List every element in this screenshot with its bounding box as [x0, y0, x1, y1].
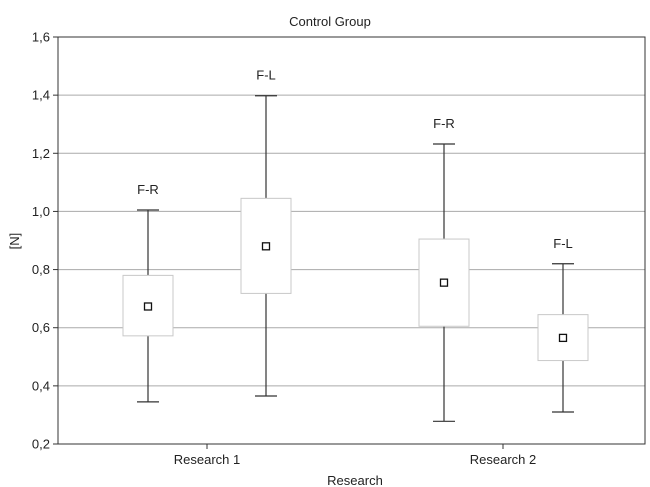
box-label: F-R: [137, 182, 159, 197]
mean-marker: [439, 278, 449, 287]
y-axis-label: [N]: [7, 233, 22, 250]
y-tick-label: 1,6: [32, 30, 50, 45]
y-tick-label: 1,0: [32, 204, 50, 219]
x-tick-label: Research 2: [470, 452, 536, 467]
y-tick-label: 0,2: [32, 437, 50, 452]
mean-marker: [143, 302, 153, 311]
y-tick-label: 1,2: [32, 146, 50, 161]
box-label: F-R: [433, 116, 455, 131]
box-item: F-L: [537, 236, 589, 413]
box-label: F-L: [553, 236, 573, 251]
chart-title: Control Group: [289, 14, 371, 29]
y-tick-label: 0,4: [32, 378, 50, 393]
plot-frame: [57, 36, 646, 445]
box-label: F-L: [256, 68, 276, 83]
box-item: F-R: [418, 116, 470, 422]
y-tick-label: 0,8: [32, 262, 50, 277]
x-axis-ticks: Research 1 Research 2: [174, 444, 536, 467]
box-item: F-R: [122, 182, 174, 403]
y-tick-label: 1,4: [32, 88, 50, 103]
mean-marker: [558, 333, 568, 343]
x-axis-label: Research: [327, 473, 383, 487]
y-tick-label: 0,6: [32, 320, 50, 335]
y-axis-ticks: 0,2 0,4 0,6 0,8 1,0 1,2 1,4 1,6: [32, 30, 58, 452]
box-series: F-R F-L F-R F-L: [122, 68, 589, 422]
mean-marker: [261, 242, 271, 251]
box-item: F-L: [240, 68, 292, 397]
x-tick-label: Research 1: [174, 452, 240, 467]
